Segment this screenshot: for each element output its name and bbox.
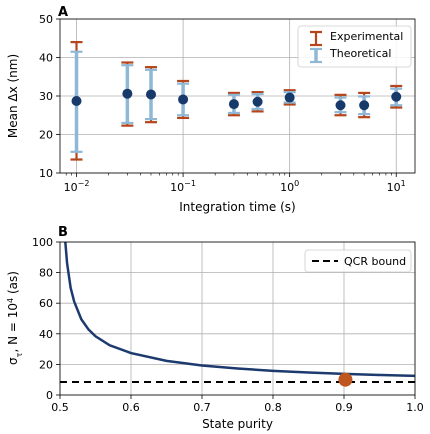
panel-a-ylabel: Mean Δx (nm) (6, 54, 20, 138)
b-ytick-label: 100 (32, 236, 53, 249)
data-point (359, 100, 370, 111)
legend-qcr-label: QCR bound (344, 255, 406, 268)
panel-a-label: A (58, 5, 68, 20)
panel-a-error-bars (70, 40, 403, 161)
a-ytick-label: 40 (39, 52, 53, 65)
b-ytick-label: 0 (46, 389, 53, 402)
panel-b-label: B (58, 225, 68, 240)
panel-a-points (71, 88, 402, 111)
a-ytick-label: 20 (39, 129, 53, 142)
legend-theoretical-label: Theoretical (329, 47, 391, 60)
legend-box (297, 25, 412, 68)
panel-a-ticks: 10−2 10−1 100 101 10 20 30 40 50 (39, 13, 406, 194)
b-xtick-label: 0.5 (51, 401, 69, 414)
panel-b-frame (59, 241, 416, 396)
data-point (284, 92, 295, 103)
a-ytick-label: 10 (39, 167, 53, 180)
b-xtick-label: 1.0 (406, 401, 424, 414)
panel-b-xlabel: State purity (202, 417, 273, 431)
b-ytick-label: 80 (39, 267, 53, 280)
panel-a-frame (59, 18, 416, 174)
purity-curve (64, 241, 416, 378)
a-ytick-label: 30 (39, 90, 53, 103)
legend-experimental-symbol (310, 30, 322, 47)
b-xtick-label: 0.8 (264, 401, 282, 414)
b-xtick-label: 0.9 (335, 401, 353, 414)
b-ytick-label: 60 (39, 297, 53, 310)
highlight-marker (338, 372, 353, 387)
data-point (228, 99, 239, 110)
a-xtick-label: 10−1 (170, 179, 196, 194)
data-point (146, 89, 157, 100)
data-point (335, 100, 346, 111)
data-point (178, 94, 189, 105)
data-point (122, 88, 133, 99)
b-ytick-label: 20 (39, 358, 53, 371)
panel-a: A 10−2 10−1 100 101 10 20 30 40 50 Integration t… (6, 5, 416, 214)
panel-b-ylabel: στ, N = 104 (as) (6, 271, 24, 365)
legend-box-b (304, 249, 412, 273)
b-ytick-label: 40 (39, 328, 53, 341)
panel-b-legend: QCR bound (304, 249, 412, 273)
panel-a-legend: Experimental Theoretical (297, 25, 412, 68)
panel-b: B 0.5 0.6 0.7 0.8 0.9 1.0 0 20 40 60 80 100 State p… (6, 225, 424, 431)
a-xtick-label: 10−2 (64, 179, 90, 194)
data-point (391, 91, 402, 102)
a-ytick-label: 50 (39, 13, 53, 26)
legend-experimental-label: Experimental (330, 30, 403, 43)
legend-theoretical-symbol (310, 47, 322, 64)
b-xtick-label: 0.6 (122, 401, 140, 414)
panel-a-xlabel: Integration time (s) (179, 200, 295, 214)
a-xtick-label: 101 (387, 179, 406, 194)
data-point (252, 96, 263, 107)
panel-b-ticks: 0.5 0.6 0.7 0.8 0.9 1.0 0 20 40 60 80 100 (32, 236, 424, 414)
data-point (71, 96, 82, 107)
b-xtick-label: 0.7 (193, 401, 211, 414)
a-xtick-label: 100 (280, 179, 299, 194)
